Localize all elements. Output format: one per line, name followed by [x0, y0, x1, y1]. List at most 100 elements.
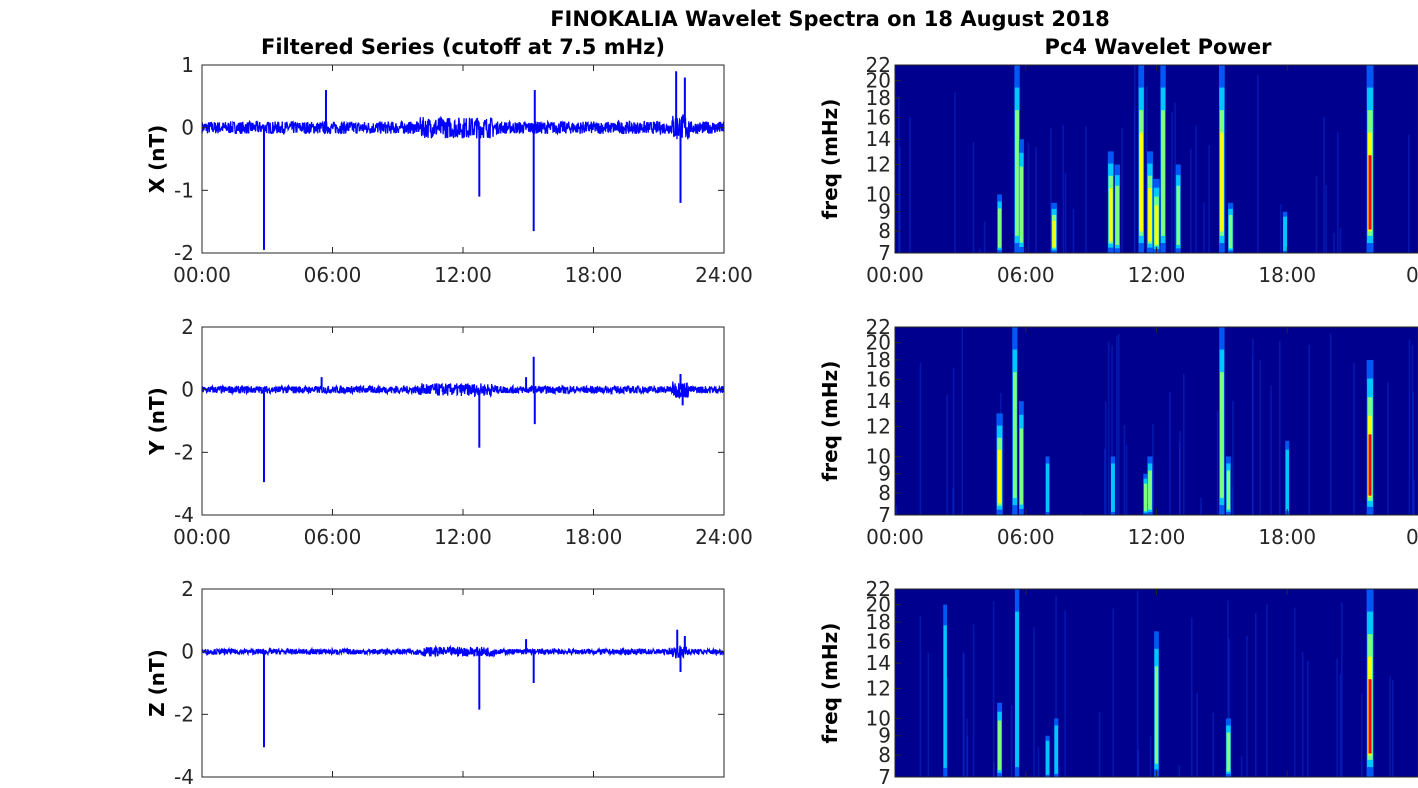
power-streak: [1037, 747, 1040, 777]
power-streak: [1212, 712, 1215, 777]
power-streak: [1196, 692, 1198, 777]
power-core: [1161, 110, 1165, 236]
x-tick-label: 12:00: [1128, 263, 1186, 287]
power-core: [1143, 483, 1148, 512]
y-tick-label: 14: [866, 389, 891, 413]
power-core: [1108, 187, 1113, 242]
power-core: [1012, 372, 1017, 498]
power-streak: [1136, 590, 1139, 777]
power-core: [1176, 185, 1181, 245]
panel-1: 1 0 -1 -200:00 06:00 12:00 18:00 24:00 X (nT): [145, 53, 753, 287]
power-streak: [1105, 401, 1107, 515]
power-streak: [1323, 116, 1325, 253]
y-tick-label: 0: [181, 640, 194, 664]
power-streak: [1341, 602, 1343, 777]
y-tick-label: 20: [866, 69, 891, 93]
y-tick-label: 22: [866, 53, 891, 77]
y-tick-label: 8: [878, 219, 891, 243]
power-streak: [1149, 735, 1152, 777]
power-streak: [1027, 142, 1030, 253]
power-streak: [1117, 333, 1120, 515]
power-streak: [1107, 341, 1110, 515]
power-streak: [972, 624, 975, 777]
y-tick-label: 8: [878, 743, 891, 767]
y-tick-label: 9: [878, 462, 891, 486]
y-tick-label: 14: [866, 651, 891, 675]
power-streak: [1266, 604, 1268, 777]
y-tick-label: -2: [174, 241, 194, 265]
power-streak: [1191, 618, 1193, 777]
power-streak: [1125, 445, 1128, 515]
power-core: [1228, 214, 1233, 249]
power-streak: [1413, 479, 1415, 515]
power-core: [1015, 110, 1019, 236]
axes-frame: [894, 326, 1418, 516]
power-core: [1139, 132, 1143, 232]
power-streak: [1033, 627, 1035, 777]
y-tick-label: -4: [174, 503, 194, 527]
axes-frame: [894, 588, 1418, 778]
power-streak: [1391, 679, 1394, 777]
x-tick-label: 18:00: [1258, 525, 1316, 549]
x-tick-label: 18:00: [565, 525, 623, 549]
power-streak: [1387, 382, 1389, 515]
power-streak: [1293, 607, 1296, 777]
power-streak: [1055, 596, 1057, 777]
power-streak: [1333, 232, 1335, 253]
y-axis-label: Z (nT): [145, 649, 169, 717]
x-tick-label: 12:00: [434, 263, 492, 287]
power-streak: [954, 92, 956, 253]
y-tick-label: 2: [181, 315, 194, 339]
x-tick-label: 00:00: [866, 263, 924, 287]
power-core: [1115, 185, 1120, 245]
power-streak: [927, 652, 930, 777]
power-streak: [1169, 391, 1171, 515]
power-streak: [992, 601, 995, 777]
power-core: [1054, 725, 1059, 774]
power-streak: [899, 146, 901, 253]
y-tick-label: 9: [878, 724, 891, 748]
power-streak: [1240, 755, 1243, 777]
power-core: [1154, 205, 1159, 245]
power-streak: [1203, 202, 1205, 253]
power-streak: [946, 677, 949, 777]
power-streak: [1050, 128, 1052, 253]
x-tick-label: 18:00: [565, 263, 623, 287]
power-streak: [1307, 660, 1309, 777]
y-axis-label: Y (nT): [145, 387, 169, 456]
power-core: [1019, 166, 1024, 243]
y-axis-label: X (nT): [145, 125, 169, 194]
power-core: [1368, 679, 1372, 754]
x-tick-label: 00: [1406, 263, 1418, 287]
power-streak: [1062, 124, 1065, 254]
power-streak: [1315, 175, 1318, 253]
power-streak: [962, 651, 964, 777]
y-tick-label: 16: [866, 105, 891, 129]
power-streak: [1257, 74, 1259, 253]
power-streak: [1407, 134, 1410, 253]
power-streak: [1353, 362, 1355, 515]
x-tick-label: 00:00: [173, 263, 231, 287]
y-tick-label: -4: [174, 765, 194, 788]
power-core: [1154, 666, 1159, 764]
power-streak: [1339, 674, 1342, 777]
y-tick-label: 0: [181, 378, 194, 402]
power-core: [1219, 372, 1224, 498]
x-tick-label: 06:00: [997, 525, 1055, 549]
power-core: [1226, 732, 1231, 772]
right-subtitle: Pc4 Wavelet Power: [1045, 35, 1273, 59]
power-core: [1015, 611, 1019, 768]
y-tick-label: 12: [866, 415, 891, 439]
power-streak: [1339, 228, 1342, 253]
figure-title: FINOKALIA Wavelet Spectra on 18 August 2…: [550, 7, 1110, 31]
panel-2: 2 0 -2 -400:00 06:00 12:00 18:00 24:00 Y (nT): [145, 315, 753, 549]
power-streak: [1112, 608, 1114, 777]
y-tick-label: 7: [878, 765, 891, 788]
power-streak: [1232, 400, 1234, 515]
series-trace: [201, 114, 725, 141]
y-axis-label: freq (mHz): [818, 623, 842, 744]
power-streak: [919, 362, 922, 515]
